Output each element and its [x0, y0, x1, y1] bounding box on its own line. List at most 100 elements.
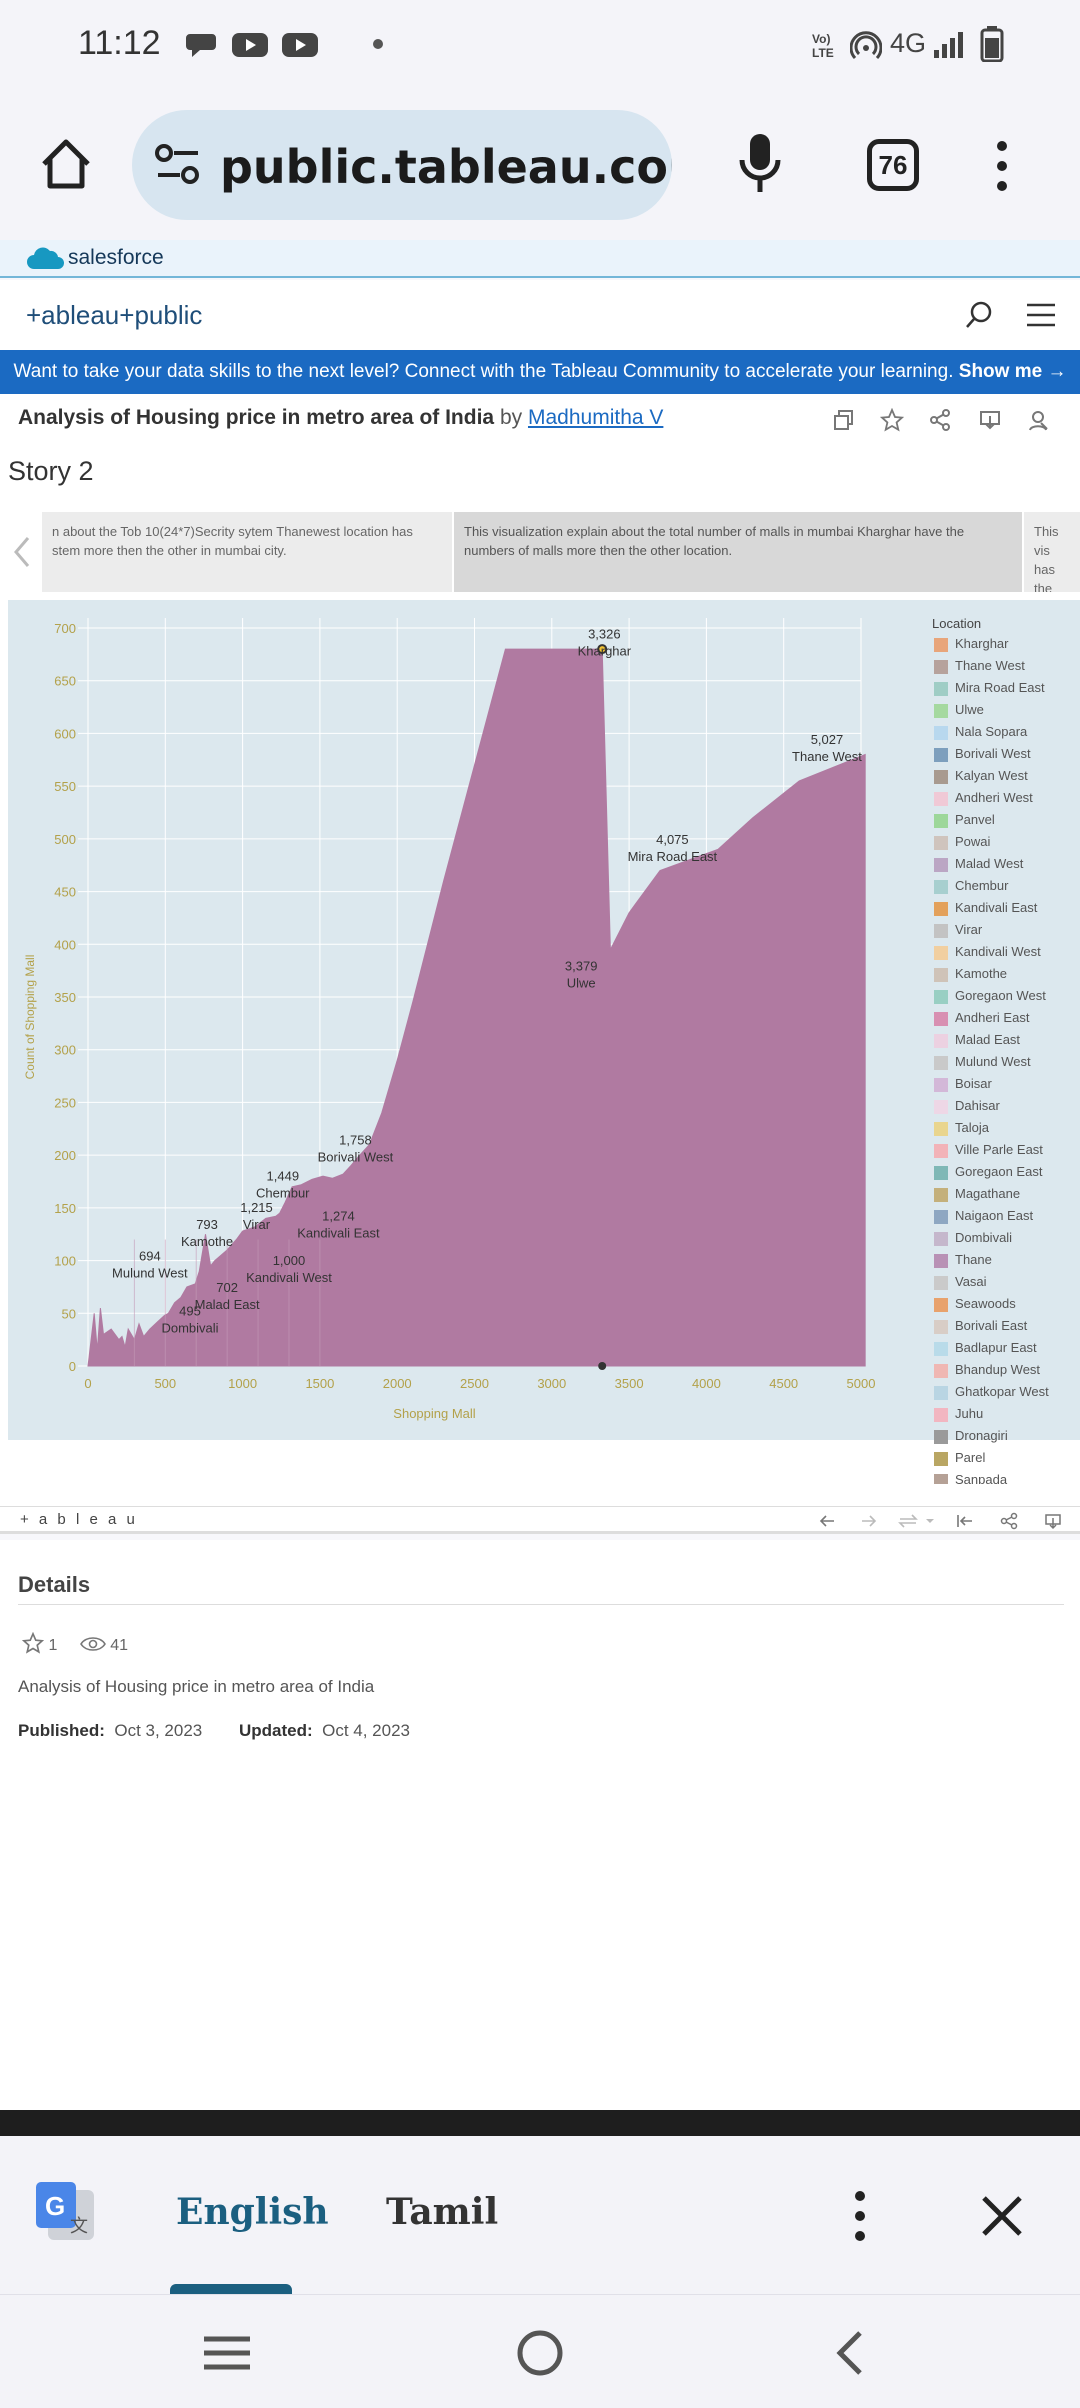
legend-item[interactable]: Dombivali [922, 1229, 1080, 1251]
chat-bubble-icon [186, 34, 216, 57]
home-button-icon[interactable] [516, 2329, 564, 2377]
legend-item[interactable]: Dahisar [922, 1097, 1080, 1119]
show-me-link[interactable]: Show me → [958, 361, 1067, 382]
legend-item[interactable]: Kandivali West [922, 943, 1080, 965]
legend-swatch [934, 902, 948, 916]
close-icon[interactable] [980, 2194, 1024, 2238]
data-label-name: Virar [243, 1217, 271, 1232]
tab-switcher-button[interactable]: 76 [867, 139, 919, 191]
story-point-active[interactable]: This visualization explain about the tot… [454, 512, 1022, 592]
legend-item[interactable]: Panvel [922, 811, 1080, 833]
source-language-tab[interactable]: English [176, 2191, 329, 2233]
microphone-icon[interactable] [736, 130, 784, 200]
legend-item[interactable]: Andheri West [922, 789, 1080, 811]
legend-item[interactable]: Kharghar [922, 635, 1080, 657]
area-chart[interactable]: 0 500 1000 1500 2000 2500 3000 3500 4000 4500 5000… [8, 600, 918, 1440]
search-icon[interactable] [964, 300, 994, 330]
legend-item[interactable]: Kamothe [922, 965, 1080, 987]
legend-label: Badlapur East [955, 1340, 1037, 1355]
viz-frame: 0 500 1000 1500 2000 2500 3000 3500 4000 4500 5000… [8, 600, 1080, 1440]
legend-item[interactable]: Naigaon East [922, 1207, 1080, 1229]
x-tick-label: 4000 [692, 1376, 721, 1391]
legend-item[interactable]: Ghatkopar West [922, 1383, 1080, 1405]
legend-item[interactable]: Boisar [922, 1075, 1080, 1097]
data-label-value: 702 [216, 1280, 238, 1295]
legend-item[interactable]: Chembur [922, 877, 1080, 899]
legend-item[interactable]: Malad East [922, 1031, 1080, 1053]
share-icon[interactable] [928, 408, 952, 432]
x-tick-label: 2500 [460, 1376, 489, 1391]
toolbar-share-icon[interactable] [1000, 1512, 1018, 1530]
redo-icon[interactable] [860, 1513, 878, 1529]
story-prev-arrow-icon[interactable] [12, 534, 32, 570]
tableau-toolbar-logo[interactable]: + a b l e a u [20, 1511, 138, 1528]
legend-item[interactable]: Thane West [922, 657, 1080, 679]
google-translate-icon[interactable]: G文 [34, 2180, 98, 2244]
site-settings-icon[interactable] [154, 142, 202, 188]
legend-item[interactable]: Kandivali East [922, 899, 1080, 921]
legend-item[interactable]: Bhandup West [922, 1361, 1080, 1383]
story-point-prev[interactable]: n about the Tob 10(24*7)Secrity sytem Th… [42, 512, 452, 592]
legend-item[interactable]: Kalyan West [922, 767, 1080, 789]
story-point-next[interactable]: This vis has the [1024, 512, 1080, 592]
legend-label: Powai [955, 834, 991, 849]
first-page-icon[interactable] [956, 1513, 974, 1529]
legend-item[interactable]: Virar [922, 921, 1080, 943]
legend-item[interactable]: Juhu [922, 1405, 1080, 1427]
legend-swatch [934, 1452, 948, 1466]
translate-more-icon[interactable] [848, 2190, 872, 2242]
legend-item[interactable]: Ulwe [922, 701, 1080, 723]
legend-item[interactable]: Nala Sopara [922, 723, 1080, 745]
favorites-star-icon[interactable] [21, 1631, 45, 1654]
hamburger-menu-icon[interactable] [1026, 302, 1056, 328]
target-language-tab[interactable]: Tamil [386, 2191, 499, 2233]
published-label: Published: [18, 1721, 105, 1740]
legend-item[interactable]: Ville Parle East [922, 1141, 1080, 1163]
recent-apps-icon[interactable] [202, 2333, 252, 2373]
undo-icon[interactable] [818, 1513, 836, 1529]
legend-item[interactable]: Dronagiri [922, 1427, 1080, 1449]
favorite-star-icon[interactable] [880, 408, 904, 432]
toolbar-download-icon[interactable] [1044, 1512, 1062, 1530]
legend-label: Magathane [955, 1186, 1021, 1201]
legend-item[interactable]: Taloja [922, 1119, 1080, 1141]
legend-swatch [934, 792, 948, 806]
legend-item[interactable]: Mulund West [922, 1053, 1080, 1075]
legend-item[interactable]: Seawoods [922, 1295, 1080, 1317]
legend-swatch [934, 1364, 948, 1378]
legend-item[interactable]: Andheri East [922, 1009, 1080, 1031]
back-button-icon[interactable] [834, 2329, 864, 2377]
legend-swatch [934, 1056, 948, 1070]
y-axis-title: Count of Shopping Mall [23, 955, 37, 1080]
y-tick-label: 150 [54, 1201, 76, 1216]
legend-item[interactable]: Borivali West [922, 745, 1080, 767]
data-label-value: 1,449 [267, 1168, 300, 1183]
legend-item[interactable]: Goregaon West [922, 987, 1080, 1009]
data-label-value: 694 [139, 1249, 161, 1264]
author-link[interactable]: Madhumitha V [527, 406, 664, 429]
legend-item[interactable]: Malad West [922, 855, 1080, 877]
legend-item[interactable]: Thane [922, 1251, 1080, 1273]
profile-icon[interactable] [1026, 408, 1050, 432]
copy-icon[interactable] [832, 408, 856, 432]
legend-item[interactable]: Vasai [922, 1273, 1080, 1295]
tableau-public-logo[interactable]: +ableau+public [26, 300, 203, 330]
y-tick-label: 300 [54, 1043, 76, 1058]
legend-item[interactable]: Borivali East [922, 1317, 1080, 1339]
url-bar[interactable]: public.tableau.com/app/pı [132, 110, 672, 220]
download-icon[interactable] [978, 408, 1002, 432]
legend-item[interactable]: Powai [922, 833, 1080, 855]
legend-item[interactable]: Magathane [922, 1185, 1080, 1207]
legend-label: Kandivali West [955, 944, 1041, 959]
more-menu-icon[interactable] [990, 138, 1014, 194]
legend-item[interactable]: Mira Road East [922, 679, 1080, 701]
legend-label: Thane West [955, 658, 1025, 673]
legend-item[interactable]: Goregaon East [922, 1163, 1080, 1185]
revert-icon[interactable] [898, 1513, 938, 1529]
separator-bar [0, 2110, 1080, 2136]
home-icon[interactable] [38, 136, 94, 192]
legend-item[interactable]: Parel [922, 1449, 1080, 1471]
legend-item[interactable]: Sanpada [922, 1471, 1080, 1484]
y-tick-label: 700 [54, 621, 76, 636]
legend-item[interactable]: Badlapur East [922, 1339, 1080, 1361]
